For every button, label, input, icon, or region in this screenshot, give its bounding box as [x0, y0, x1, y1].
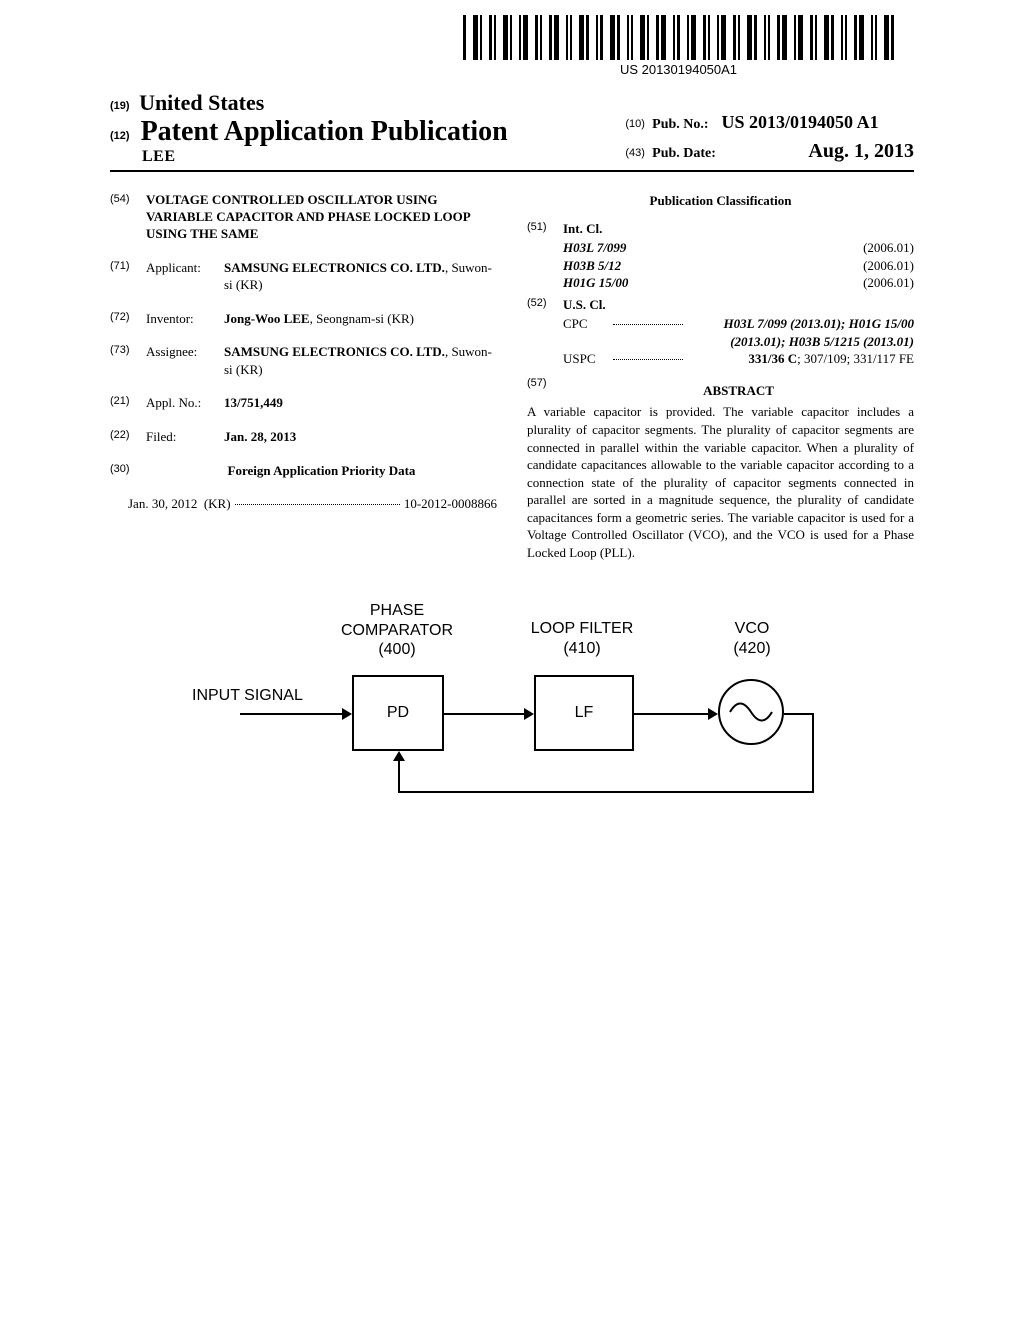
appl-no: 13/751,449	[224, 394, 497, 412]
field-num-71: (71)	[110, 259, 146, 294]
intcl-year: (2006.01)	[863, 239, 914, 257]
inventor-lastname: LEE	[110, 148, 508, 166]
intcl-code: H03L 7/099	[563, 239, 673, 257]
lf-box: LF	[534, 675, 634, 751]
appl-no-label: Appl. No.:	[146, 394, 224, 412]
block-diagram: PHASE COMPARATOR (400) LOOP FILTER (410)…	[202, 601, 822, 831]
pub-no: US 2013/0194050 A1	[722, 112, 879, 132]
priority-app-number: 10-2012-0008866	[404, 495, 497, 513]
lf-text: LF	[575, 704, 594, 722]
intcl-year: (2006.01)	[863, 257, 914, 275]
pub-no-label: Pub. No.:	[652, 117, 708, 132]
priority-date: Jan. 30, 2012	[128, 495, 197, 513]
leader-dots	[613, 315, 683, 325]
applicant-name: SAMSUNG ELECTRONICS CO. LTD.	[224, 260, 445, 275]
cpc-values-2: (2013.01); H03B 5/1215 (2013.01)	[730, 334, 914, 349]
country: United States	[139, 90, 264, 115]
phase-comparator-label: PHASE COMPARATOR (400)	[332, 601, 462, 659]
invention-title: VOLTAGE CONTROLLED OSCILLATOR USING VARI…	[146, 192, 497, 243]
pub-date: Aug. 1, 2013	[808, 140, 914, 162]
field-num-52: (52)	[527, 296, 563, 314]
field-num-43: (43)	[625, 147, 645, 159]
uspc-label: USPC	[563, 350, 611, 368]
pd-text: PD	[387, 704, 409, 722]
cpc-values-1: H03L 7/099 (2013.01); H01G 15/00	[723, 316, 914, 331]
priority-country: (KR)	[204, 495, 231, 513]
field-num-30: (30)	[110, 462, 146, 488]
intcl-code: H03B 5/12	[563, 257, 673, 275]
field-num-19: (19)	[110, 100, 130, 112]
cpc-label: CPC	[563, 315, 611, 333]
filed-date: Jan. 28, 2013	[224, 428, 497, 446]
barcode	[463, 15, 894, 60]
field-num-54: (54)	[110, 192, 146, 243]
intcl-label: Int. Cl.	[563, 220, 914, 238]
inventor-name: Jong-Woo LEE	[224, 311, 310, 326]
abstract-text: A variable capacitor is provided. The va…	[527, 403, 914, 561]
field-num-21: (21)	[110, 394, 146, 412]
pub-date-label: Pub. Date:	[652, 146, 716, 161]
field-num-10: (10)	[625, 118, 645, 130]
abstract-heading: ABSTRACT	[563, 382, 914, 400]
intcl-row: H01G 15/00 (2006.01)	[527, 274, 914, 292]
intcl-code: H01G 15/00	[563, 274, 673, 292]
field-num-57: (57)	[527, 376, 563, 404]
arrow-lf-to-vco	[634, 713, 716, 715]
priority-heading: Foreign Application Priority Data	[146, 462, 497, 480]
right-column: Publication Classification (51) Int. Cl.…	[527, 192, 914, 561]
assignee-name: SAMSUNG ELECTRONICS CO. LTD.	[224, 344, 445, 359]
field-num-51: (51)	[527, 220, 563, 238]
arrow-pd-to-lf	[444, 713, 532, 715]
inventor-loc: , Seongnam-si (KR)	[310, 311, 414, 326]
feedback-v2-arrow	[398, 753, 400, 793]
vco-label: VCO (420)	[717, 619, 787, 657]
loop-filter-label: LOOP FILTER (410)	[527, 619, 637, 657]
inventor-label: Inventor:	[146, 310, 224, 328]
field-num-73: (73)	[110, 343, 146, 378]
header: (19) United States (12) Patent Applicati…	[110, 90, 914, 172]
sine-icon	[728, 699, 774, 725]
input-signal-label: INPUT SIGNAL	[192, 686, 312, 705]
classification-heading: Publication Classification	[527, 192, 914, 210]
intcl-row: H03B 5/12 (2006.01)	[527, 257, 914, 275]
leader-dots	[613, 350, 683, 360]
field-num-12: (12)	[110, 130, 130, 142]
intcl-year: (2006.01)	[863, 274, 914, 292]
arrow-input-to-pd	[240, 713, 350, 715]
pd-box: PD	[352, 675, 444, 751]
feedback-v1	[812, 713, 814, 793]
publication-type: Patent Application Publication	[141, 116, 508, 147]
uscl-label: U.S. Cl.	[563, 296, 914, 314]
left-column: (54) VOLTAGE CONTROLLED OSCILLATOR USING…	[110, 192, 497, 561]
feedback-h2	[398, 791, 814, 793]
assignee-label: Assignee:	[146, 343, 224, 378]
field-num-22: (22)	[110, 428, 146, 446]
field-num-72: (72)	[110, 310, 146, 328]
applicant-label: Applicant:	[146, 259, 224, 294]
barcode-region: US 20130194050A1	[463, 15, 894, 77]
leader-dots	[235, 495, 400, 505]
biblio-columns: (54) VOLTAGE CONTROLLED OSCILLATOR USING…	[110, 192, 914, 561]
barcode-text: US 20130194050A1	[463, 62, 894, 77]
intcl-row: H03L 7/099 (2006.01)	[527, 239, 914, 257]
feedback-h1	[784, 713, 814, 715]
uspc-values: 331/36 C; 307/109; 331/117 FE	[685, 350, 914, 368]
filed-label: Filed:	[146, 428, 224, 446]
